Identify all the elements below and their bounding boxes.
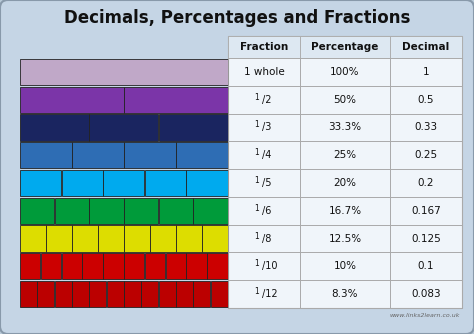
Bar <box>159 198 193 224</box>
Bar <box>20 253 40 280</box>
Text: www.links2learn.co.uk: www.links2learn.co.uk <box>390 313 460 318</box>
Text: Decimal: Decimal <box>402 42 450 52</box>
Bar <box>390 169 462 197</box>
Bar <box>390 58 462 86</box>
Bar <box>176 281 193 307</box>
Bar <box>62 253 82 280</box>
Bar <box>202 225 228 252</box>
Bar <box>20 114 89 141</box>
Bar <box>300 280 390 308</box>
Bar <box>390 141 462 169</box>
Bar <box>89 281 106 307</box>
Bar <box>228 225 300 253</box>
Bar <box>20 87 124 113</box>
Bar <box>159 281 176 307</box>
Bar <box>55 281 72 307</box>
Bar <box>176 142 228 168</box>
Text: 1: 1 <box>254 287 259 296</box>
Bar <box>20 59 228 85</box>
Text: 0.2: 0.2 <box>418 178 434 188</box>
Bar <box>300 141 390 169</box>
Text: 33.3%: 33.3% <box>328 123 362 133</box>
Text: /5: /5 <box>262 178 272 188</box>
Bar <box>124 142 176 168</box>
Bar <box>98 225 124 252</box>
Bar <box>300 114 390 141</box>
Bar <box>72 142 124 168</box>
Bar <box>37 281 55 307</box>
Bar <box>300 197 390 225</box>
Text: 0.25: 0.25 <box>414 150 438 160</box>
Text: 0.5: 0.5 <box>418 95 434 105</box>
Bar <box>228 253 300 280</box>
Bar <box>107 281 124 307</box>
Bar <box>145 170 186 196</box>
Bar <box>72 225 98 252</box>
Bar <box>62 170 103 196</box>
Bar <box>186 253 207 280</box>
Text: 0.083: 0.083 <box>411 289 441 299</box>
Bar <box>20 170 61 196</box>
Text: 1: 1 <box>254 148 259 157</box>
Bar <box>300 58 390 86</box>
Bar <box>165 253 186 280</box>
Bar <box>89 114 158 141</box>
Text: /12: /12 <box>262 289 278 299</box>
Bar <box>124 253 145 280</box>
Bar <box>228 86 300 114</box>
Text: Decimals, Percentages and Fractions: Decimals, Percentages and Fractions <box>64 9 410 27</box>
Text: /4: /4 <box>262 150 272 160</box>
Bar <box>124 198 158 224</box>
Text: 1: 1 <box>423 67 429 77</box>
Text: 0.1: 0.1 <box>418 261 434 271</box>
Text: 25%: 25% <box>333 150 356 160</box>
Bar <box>82 253 103 280</box>
Bar <box>390 36 462 58</box>
Text: 10%: 10% <box>334 261 356 271</box>
Text: 1: 1 <box>254 176 259 185</box>
Bar <box>193 281 210 307</box>
Bar <box>390 225 462 253</box>
Text: /3: /3 <box>262 123 272 133</box>
Text: /10: /10 <box>262 261 277 271</box>
Bar <box>55 198 89 224</box>
Bar <box>46 225 72 252</box>
Bar <box>20 225 46 252</box>
Bar <box>176 225 202 252</box>
Bar <box>20 281 37 307</box>
Text: 1: 1 <box>254 231 259 240</box>
Bar <box>228 197 300 225</box>
Bar <box>228 36 462 308</box>
Text: 12.5%: 12.5% <box>328 233 362 243</box>
Text: 1: 1 <box>254 204 259 213</box>
Text: 8.3%: 8.3% <box>332 289 358 299</box>
Bar <box>89 198 124 224</box>
Bar <box>141 281 158 307</box>
Text: 20%: 20% <box>334 178 356 188</box>
Text: 1: 1 <box>254 259 259 268</box>
Bar <box>390 197 462 225</box>
Bar <box>390 280 462 308</box>
Bar <box>103 170 145 196</box>
Text: /2: /2 <box>262 95 272 105</box>
Text: 100%: 100% <box>330 67 360 77</box>
Bar <box>20 142 72 168</box>
Bar <box>228 114 300 141</box>
Bar <box>159 114 228 141</box>
Bar <box>390 86 462 114</box>
Bar <box>186 170 228 196</box>
Bar <box>124 87 228 113</box>
Bar <box>300 36 390 58</box>
Bar <box>300 225 390 253</box>
Text: 0.33: 0.33 <box>414 123 438 133</box>
Bar <box>228 141 300 169</box>
Bar <box>41 253 61 280</box>
Bar <box>300 253 390 280</box>
Text: 0.125: 0.125 <box>411 233 441 243</box>
Bar <box>390 114 462 141</box>
Bar <box>300 169 390 197</box>
Bar <box>228 169 300 197</box>
Bar <box>124 225 150 252</box>
Bar <box>210 281 228 307</box>
